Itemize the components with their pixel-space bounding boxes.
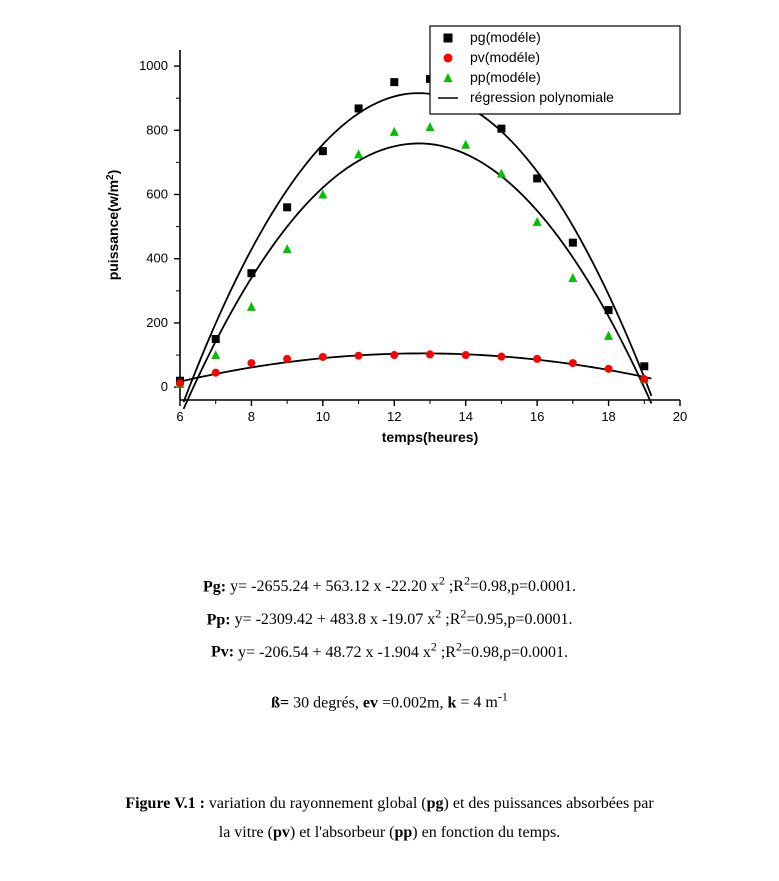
page: 6810121416182002004006008001000temps(heu… <box>0 0 779 881</box>
caption-text-1a: variation du rayonnement global ( <box>209 795 427 812</box>
eq-pv-text: y= -206.54 + 48.72 x -1.904 x2 ;R2=0.98,… <box>238 644 568 661</box>
eq-pp-label: Pp: <box>207 611 231 628</box>
svg-text:temps(heures): temps(heures) <box>382 429 478 445</box>
svg-text:0: 0 <box>161 379 168 394</box>
svg-text:10: 10 <box>316 409 330 424</box>
k-value: = 4 m-1 <box>460 694 507 711</box>
ev-label: ev <box>363 694 378 711</box>
eq-pg-text: y= -2655.24 + 563.12 x -22.20 x2 ;R2=0.9… <box>230 578 576 595</box>
svg-text:8: 8 <box>248 409 255 424</box>
params-line: ß= 30 degrés, ev =0.002m, k = 4 m-1 <box>0 686 779 719</box>
caption-line-1: Figure V.1 : variation du rayonnement gl… <box>40 790 739 819</box>
caption-title: Figure V.1 : <box>125 795 205 812</box>
beta-value: 30 degrés, <box>293 694 363 711</box>
equations-block: Pg: y= -2655.24 + 563.12 x -22.20 x2 ;R2… <box>0 570 779 719</box>
svg-text:12: 12 <box>387 409 401 424</box>
svg-text:16: 16 <box>530 409 544 424</box>
k-label: k <box>447 694 456 711</box>
svg-text:pv(modéle): pv(modéle) <box>470 49 540 65</box>
caption-pg: pg <box>427 795 444 812</box>
caption-text-2b: ) et l'absorbeur ( <box>290 824 395 841</box>
caption-pv: pv <box>273 824 290 841</box>
eq-pg-label: Pg: <box>203 578 226 595</box>
chart-svg: 6810121416182002004006008001000temps(heu… <box>80 20 700 460</box>
equation-pv: Pv: y= -206.54 + 48.72 x -1.904 x2 ;R2=0… <box>0 635 779 668</box>
ev-value: =0.002m, <box>382 694 447 711</box>
svg-text:20: 20 <box>673 409 687 424</box>
svg-text:800: 800 <box>146 122 168 137</box>
chart-container: 6810121416182002004006008001000temps(heu… <box>80 20 700 460</box>
figure-caption: Figure V.1 : variation du rayonnement gl… <box>40 790 739 848</box>
caption-pp: pp <box>394 824 412 841</box>
svg-text:pp(modéle): pp(modéle) <box>470 69 541 85</box>
svg-text:pg(modéle): pg(modéle) <box>470 29 541 45</box>
equation-pg: Pg: y= -2655.24 + 563.12 x -22.20 x2 ;R2… <box>0 570 779 603</box>
eq-pp-text: y= -2309.42 + 483.8 x -19.07 x2 ;R2=0.95… <box>235 611 573 628</box>
svg-text:14: 14 <box>458 409 472 424</box>
svg-text:200: 200 <box>146 315 168 330</box>
svg-text:1000: 1000 <box>139 58 168 73</box>
beta-label: ß= <box>271 694 289 711</box>
svg-text:400: 400 <box>146 251 168 266</box>
svg-text:puissance(w/m2): puissance(w/m2) <box>105 170 122 281</box>
svg-text:6: 6 <box>176 409 183 424</box>
svg-text:régression polynomiale: régression polynomiale <box>470 89 614 105</box>
caption-text-1b: ) et des puissances absorbées par <box>444 795 654 812</box>
caption-text-2a: la vitre ( <box>219 824 273 841</box>
caption-line-2: la vitre (pv) et l'absorbeur (pp) en fon… <box>40 819 739 848</box>
caption-text-2c: ) en fonction du temps. <box>412 824 560 841</box>
svg-text:600: 600 <box>146 186 168 201</box>
eq-pv-label: Pv: <box>211 644 234 661</box>
equation-pp: Pp: y= -2309.42 + 483.8 x -19.07 x2 ;R2=… <box>0 603 779 636</box>
svg-text:18: 18 <box>601 409 615 424</box>
